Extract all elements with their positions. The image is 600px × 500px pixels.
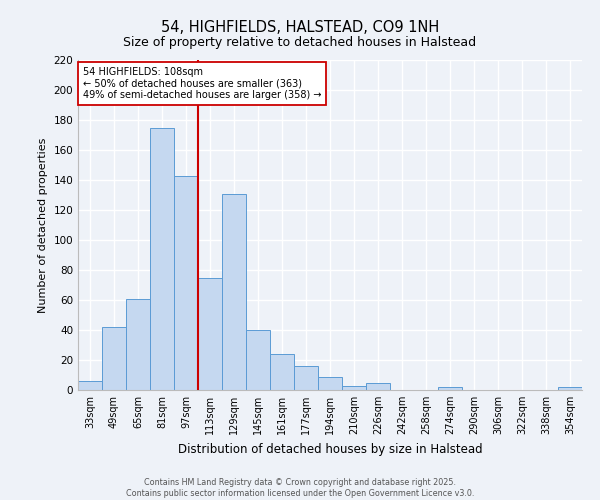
Y-axis label: Number of detached properties: Number of detached properties [38, 138, 48, 312]
Bar [294, 366, 318, 390]
Text: Size of property relative to detached houses in Halstead: Size of property relative to detached ho… [124, 36, 476, 49]
Text: 54 HIGHFIELDS: 108sqm
← 50% of detached houses are smaller (363)
49% of semi-det: 54 HIGHFIELDS: 108sqm ← 50% of detached … [83, 66, 322, 100]
Bar [366, 382, 390, 390]
Text: 54, HIGHFIELDS, HALSTEAD, CO9 1NH: 54, HIGHFIELDS, HALSTEAD, CO9 1NH [161, 20, 439, 35]
Bar [246, 330, 270, 390]
Bar [78, 381, 102, 390]
Bar [126, 298, 150, 390]
Bar [198, 278, 222, 390]
Text: Contains HM Land Registry data © Crown copyright and database right 2025.
Contai: Contains HM Land Registry data © Crown c… [126, 478, 474, 498]
Bar [438, 387, 462, 390]
Bar [558, 387, 582, 390]
X-axis label: Distribution of detached houses by size in Halstead: Distribution of detached houses by size … [178, 442, 482, 456]
Bar [270, 354, 294, 390]
Bar [102, 327, 126, 390]
Bar [150, 128, 174, 390]
Bar [222, 194, 246, 390]
Bar [174, 176, 198, 390]
Bar [342, 386, 366, 390]
Bar [318, 376, 342, 390]
